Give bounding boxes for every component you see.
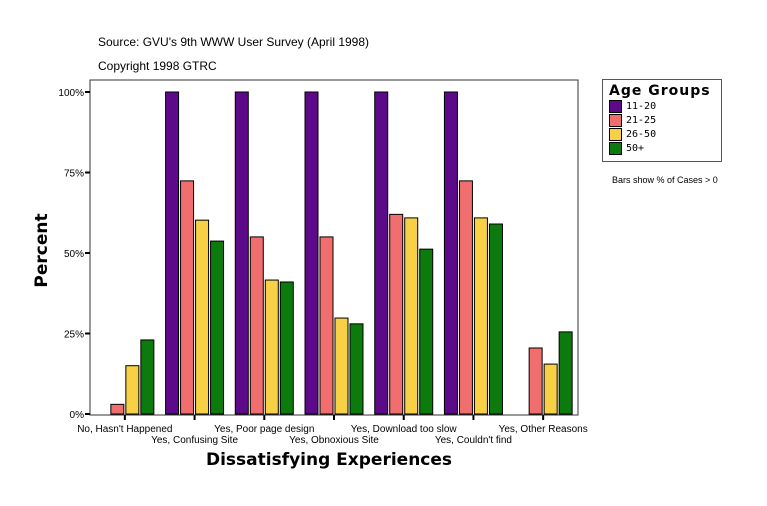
bar-21-25 xyxy=(389,213,404,415)
x-tick-label: Yes, Obnoxious Site xyxy=(289,435,379,446)
plot-area xyxy=(89,79,579,416)
legend-swatch xyxy=(609,142,622,155)
bar-21-25 xyxy=(110,403,125,415)
y-axis-label: Percent xyxy=(32,213,52,287)
bar-50+ xyxy=(488,223,503,415)
y-tick-label: 50% xyxy=(64,249,84,260)
bar-21-25 xyxy=(249,236,264,415)
bar-26-50 xyxy=(125,365,140,415)
legend-item: 50+ xyxy=(609,142,721,155)
bar-26-50 xyxy=(404,217,419,415)
bar-11-20 xyxy=(165,91,180,415)
bar-21-25 xyxy=(528,347,543,415)
legend-item: 11-20 xyxy=(609,100,721,113)
legend: Age Groups 11-20 21-25 26-50 50+ xyxy=(602,79,722,162)
cases-note: Bars show % of Cases > 0 xyxy=(612,175,718,185)
bar-50+ xyxy=(279,281,294,415)
legend-label: 26-50 xyxy=(626,129,657,140)
legend-title: Age Groups xyxy=(609,83,711,99)
bar-26-50 xyxy=(264,279,279,415)
bar-21-25 xyxy=(180,180,195,415)
y-tick-label: 25% xyxy=(64,330,84,341)
legend-item: 21-25 xyxy=(609,114,721,127)
x-tick-label: Yes, Confusing Site xyxy=(151,435,238,446)
x-tick-label: No, Hasn't Happened xyxy=(77,424,172,435)
bar-11-20 xyxy=(443,91,458,415)
bar-26-50 xyxy=(473,217,488,415)
copyright-text: Copyright 1998 GTRC xyxy=(98,59,217,73)
bar-11-20 xyxy=(304,91,319,415)
bar-50+ xyxy=(349,323,364,415)
y-tick-label: 75% xyxy=(64,169,84,180)
x-tick-label: Yes, Other Reasons xyxy=(499,424,588,435)
bar-50+ xyxy=(419,248,434,415)
bar-50+ xyxy=(558,331,573,415)
bar-11-20 xyxy=(374,91,389,415)
legend-item: 26-50 xyxy=(609,128,721,141)
y-tick-label: 100% xyxy=(58,88,84,99)
bar-21-25 xyxy=(319,236,334,415)
legend-swatch xyxy=(609,128,622,141)
bar-50+ xyxy=(210,240,225,415)
bar-21-25 xyxy=(458,180,473,415)
legend-swatch xyxy=(609,100,622,113)
legend-label: 11-20 xyxy=(626,101,657,112)
x-tick-label: Yes, Poor page design xyxy=(214,424,314,435)
legend-label: 50+ xyxy=(626,143,645,154)
bar-26-50 xyxy=(543,363,558,415)
bar-50+ xyxy=(140,339,155,415)
x-tick-label: Yes, Couldn't find xyxy=(435,435,512,446)
legend-label: 21-25 xyxy=(626,115,657,126)
legend-swatch xyxy=(609,114,622,127)
bar-26-50 xyxy=(195,219,210,415)
source-text: Source: GVU's 9th WWW User Survey (April… xyxy=(98,35,370,49)
x-axis-label: Dissatisfying Experiences xyxy=(206,450,452,470)
bar-11-20 xyxy=(234,91,249,415)
bar-26-50 xyxy=(334,317,349,415)
y-tick-label: 0% xyxy=(70,410,85,421)
x-tick-label: Yes, Download too slow xyxy=(351,424,458,435)
